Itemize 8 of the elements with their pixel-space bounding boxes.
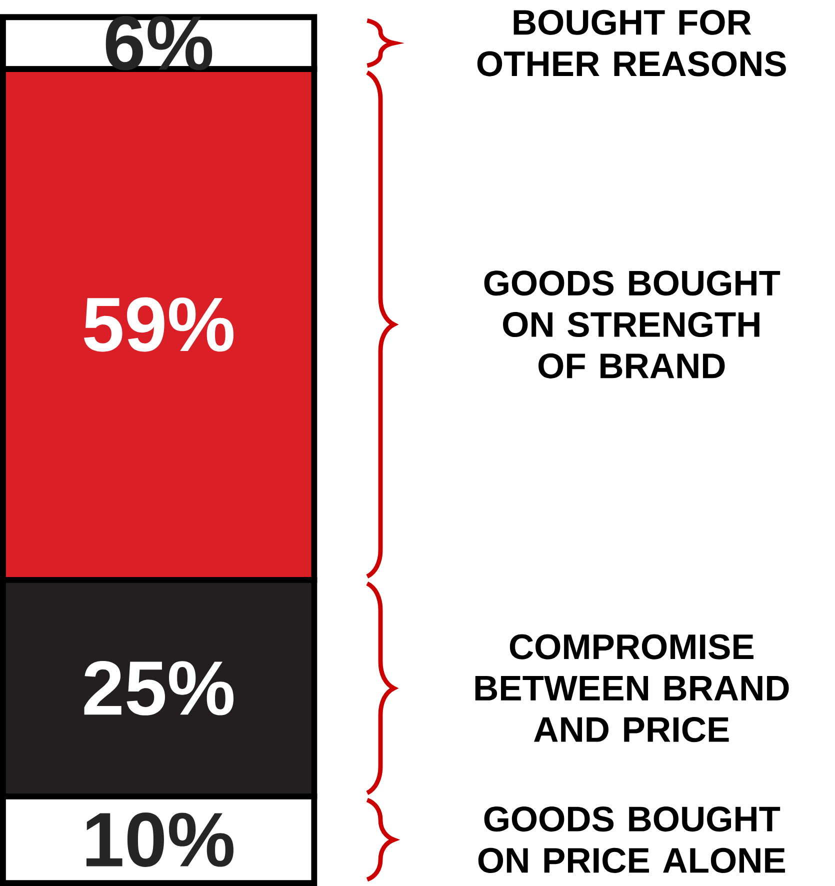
data-label: 59% [84, 297, 234, 352]
data-label: 6% [106, 16, 212, 70]
text: BOUGHT FOR OTHER REASONS [477, 10, 786, 76]
data-label: 25% [84, 660, 234, 716]
text: GOODS BOUGHT ON STRENGTH OF BRAND [484, 270, 780, 378]
data-label: 10% [86, 812, 234, 867]
text: GOODS BOUGHT ON PRICE ALONE [478, 806, 785, 873]
text: COMPROMISE BETWEEN BRAND AND PRICE [475, 634, 789, 742]
